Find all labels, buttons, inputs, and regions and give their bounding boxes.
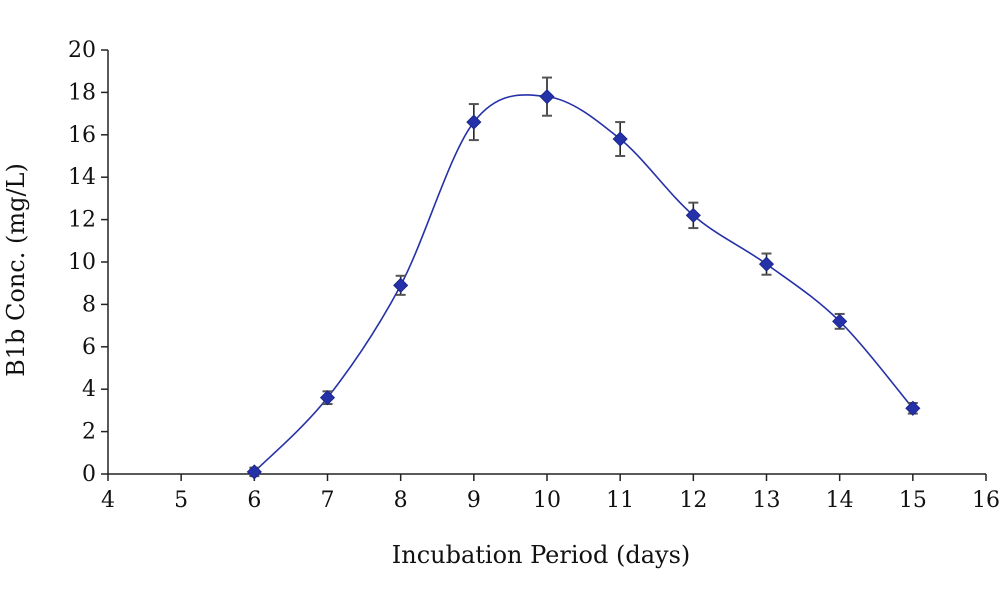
x-tick-label: 9 <box>467 488 481 513</box>
y-tick-label: 12 <box>68 208 96 233</box>
ticks: 0 2 4 6 8 10 12 14 16 18 20 4 5 6 7 8 9 10 11 12 13 14 15 16 <box>68 38 1000 513</box>
data-point <box>393 277 409 293</box>
y-axis-title: B1b Conc. (mg/L) <box>2 163 30 377</box>
y-tick-label: 20 <box>68 38 96 63</box>
data-point <box>466 114 482 130</box>
y-tick-label: 0 <box>82 462 96 487</box>
data-point <box>539 89 555 105</box>
y-tick-label: 6 <box>82 335 96 360</box>
x-tick-label: 6 <box>247 488 261 513</box>
y-tick-label: 10 <box>68 250 96 275</box>
x-tick-label: 10 <box>533 488 561 513</box>
x-tick-label: 8 <box>394 488 408 513</box>
x-tick-label: 14 <box>826 488 854 513</box>
x-tick-label: 15 <box>899 488 927 513</box>
data-point <box>832 313 848 329</box>
data-point <box>319 390 336 406</box>
data-point <box>758 256 775 272</box>
x-tick-label: 13 <box>753 488 781 513</box>
x-tick-label: 7 <box>321 488 335 513</box>
y-tick-label: 4 <box>82 377 96 402</box>
y-tick-label: 2 <box>82 420 96 445</box>
x-tick-label: 16 <box>972 488 1000 513</box>
series <box>246 76 921 480</box>
x-tick-label: 11 <box>606 488 634 513</box>
x-tick-label: 12 <box>679 488 707 513</box>
y-tick-label: 16 <box>68 123 96 148</box>
data-point <box>612 131 628 147</box>
x-tick-label: 4 <box>101 488 115 513</box>
y-tick-label: 18 <box>68 80 96 105</box>
data-point <box>685 207 701 223</box>
y-tick-label: 8 <box>82 292 96 317</box>
data-point <box>246 464 262 480</box>
y-tick-label: 14 <box>68 165 96 190</box>
data-point <box>905 400 921 416</box>
x-axis-title: Incubation Period (days) <box>392 541 691 569</box>
series-line <box>253 94 914 473</box>
x-tick-label: 5 <box>174 488 188 513</box>
